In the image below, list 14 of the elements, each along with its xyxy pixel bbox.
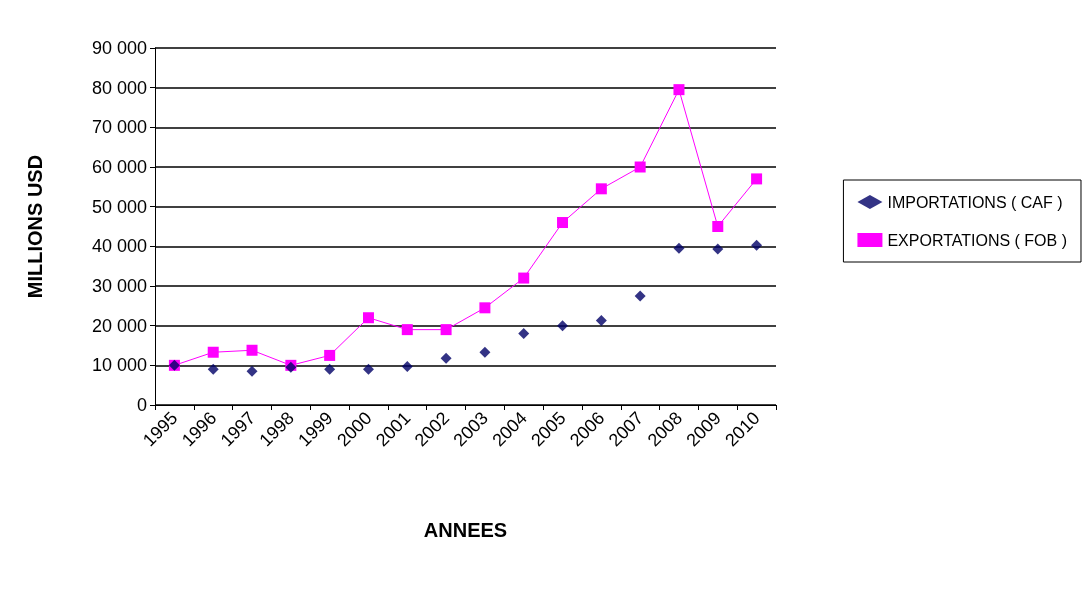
- y-tick-label: 40 000: [91, 236, 147, 257]
- y-tick-label: 90 000: [91, 38, 147, 58]
- legend-label: EXPORTATIONS ( FOB ): [887, 231, 1068, 249]
- x-axis-title: ANNEES: [423, 519, 508, 541]
- y-axis-title: MILLIONS USD: [24, 154, 46, 299]
- y-tick-label: 80 000: [91, 77, 147, 98]
- y-tick-label: 70 000: [91, 117, 147, 138]
- y-tick-label: 60 000: [91, 157, 147, 177]
- y-tick-label: 30 000: [91, 276, 147, 296]
- y-tick-label: 20 000: [91, 315, 147, 336]
- y-tick-label: 0: [136, 395, 147, 415]
- y-tick-label: 10 000: [91, 355, 147, 376]
- y-tick-label: 50 000: [91, 196, 147, 217]
- legend-label: IMPORTATIONS ( CAF ): [887, 193, 1063, 211]
